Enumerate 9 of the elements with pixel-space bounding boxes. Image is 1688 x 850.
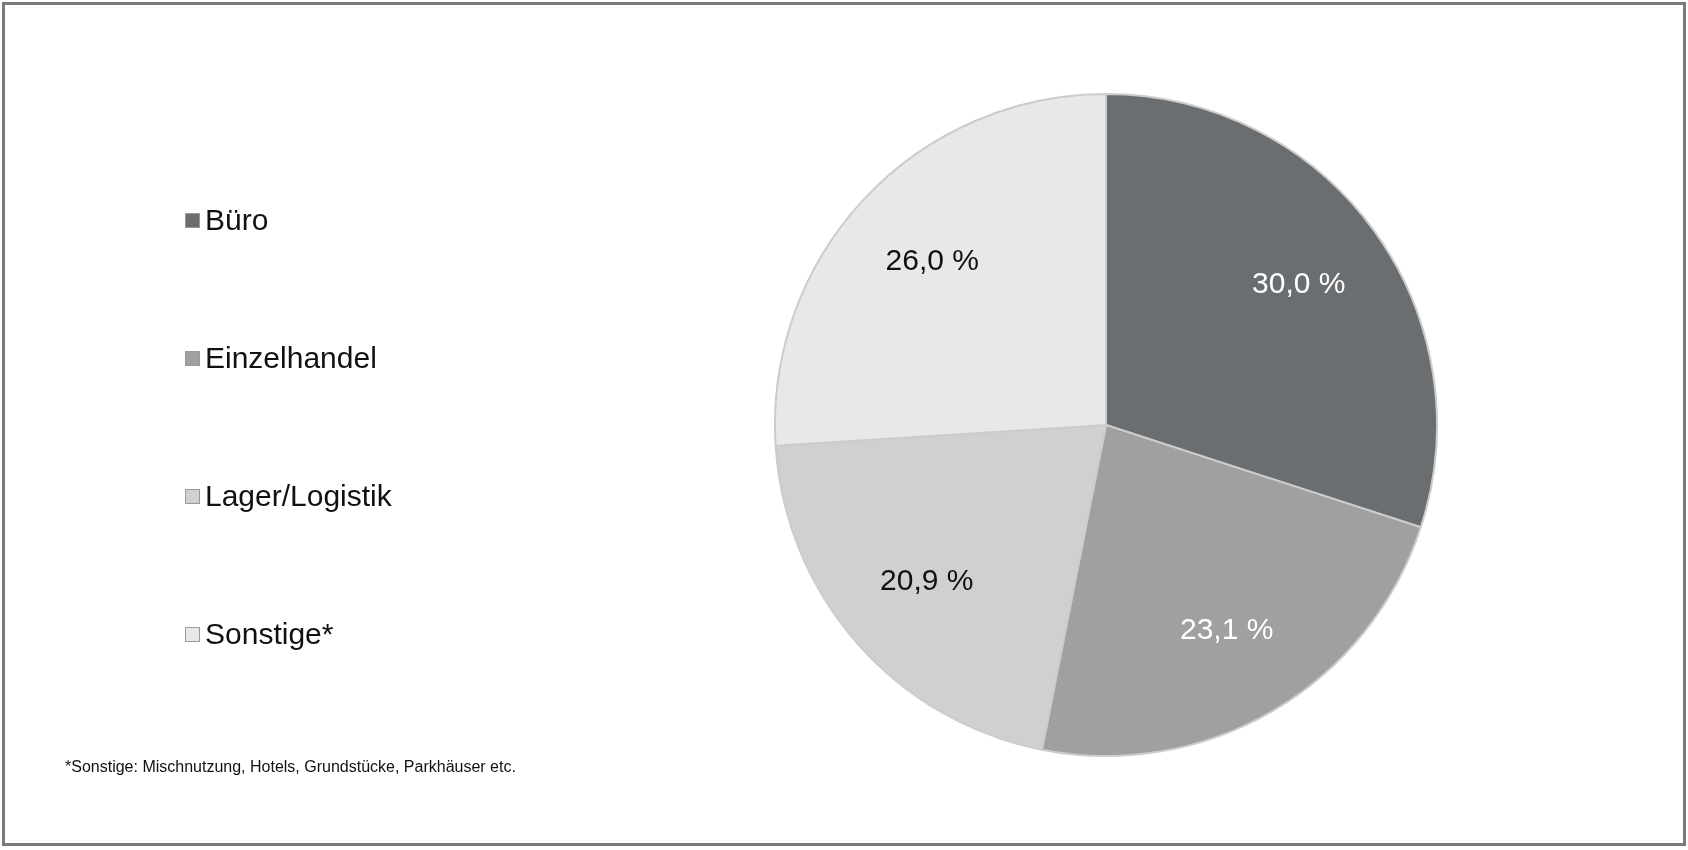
legend-label: Lager/Logistik [205,479,392,513]
legend-label: Sonstige* [205,617,334,651]
data-label: 20,9 % [880,563,974,597]
text: *Sonstige: Mischnutzung, Hotels, Grundstücke, Parkhäuser etc. [65,758,516,776]
data-label: 23,1 % [1179,611,1274,645]
legend-label: Büro [205,203,269,237]
data-label: 26,0 % [885,243,979,277]
data-label: 30,0 % [1252,266,1346,300]
legend-label: Einzelhandel [205,341,377,375]
